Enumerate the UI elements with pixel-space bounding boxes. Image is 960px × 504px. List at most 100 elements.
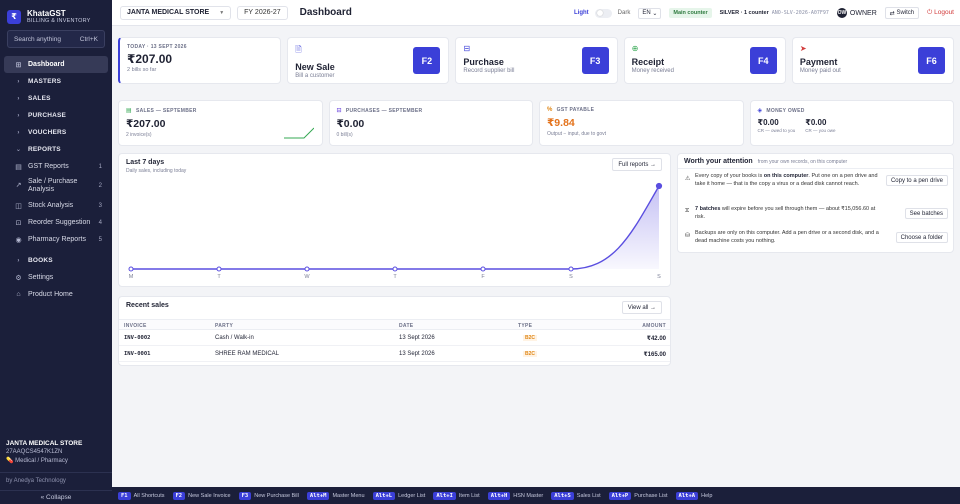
- shortcut-key[interactable]: F1: [118, 491, 131, 500]
- sidebar-item-reports[interactable]: ⌄ REPORTS: [4, 141, 108, 158]
- shortcut-key[interactable]: Alt+M: [306, 491, 330, 500]
- company-name: JANTA MEDICAL STORE: [6, 440, 83, 447]
- shortcut-label[interactable]: HSN Master: [513, 492, 544, 499]
- chevron-right-icon: ›: [17, 78, 20, 85]
- quick-actions: TODAY · 13 SEPT 2026 ₹207.00 2 bills so …: [118, 37, 955, 84]
- gst-stat-card[interactable]: % GST PAYABLE ₹9.84 Output − input, due t…: [539, 100, 744, 146]
- purchases-stat-card[interactable]: ⊟ PURCHASES — SEPTEMBER ₹0.00 0 bill(s): [328, 100, 533, 146]
- sidebar-item-product-home[interactable]: ⌂ Product Home: [4, 286, 108, 303]
- table-row[interactable]: INV-0002 Cash / Walk-in 13 Sept 2026 B2C…: [119, 330, 670, 346]
- chart-point[interactable]: [568, 266, 574, 272]
- sidebar-item-purchase[interactable]: › PURCHASE: [4, 107, 108, 124]
- sidebar-item-reorder-suggestion[interactable]: ⊡ Reorder Suggestion 4: [4, 214, 108, 231]
- shortcut-label[interactable]: New Sale Invoice: [188, 492, 231, 499]
- shortcut-key[interactable]: F3: [238, 491, 252, 500]
- switch-button[interactable]: ⇄ Switch: [884, 7, 920, 19]
- full-reports-button[interactable]: Full reports →: [612, 158, 662, 171]
- receipt-icon: ▤: [126, 108, 132, 114]
- shortcut-label[interactable]: Item List: [458, 492, 480, 499]
- fy-selector[interactable]: FY 2026-27: [237, 5, 288, 20]
- home-icon: ⌂: [16, 291, 21, 298]
- receipt-card[interactable]: ⊕ Receipt Money received F4: [623, 37, 786, 84]
- company-selector[interactable]: JANTA MEDICAL STORE ▼: [120, 5, 232, 20]
- chart-point[interactable]: [128, 266, 134, 272]
- user-menu[interactable]: OW OWNER: [836, 8, 877, 18]
- shortcut-key[interactable]: Alt+A: [675, 491, 699, 500]
- invoice-number[interactable]: INV-0002: [124, 335, 151, 341]
- shortcut-label[interactable]: Sales List: [576, 492, 601, 499]
- chevron-down-icon: ⌄: [652, 10, 658, 17]
- stat-label: MONEY OWED: [766, 107, 805, 114]
- recent-sales-title: Recent sales: [126, 302, 169, 309]
- sidebar-item-books[interactable]: › BOOKS: [4, 252, 108, 269]
- attention-text: will expire before you sell through them…: [695, 206, 876, 220]
- see-batches-button[interactable]: See batches: [904, 208, 948, 219]
- theme-toggle[interactable]: [594, 8, 612, 18]
- sidebar-item-masters[interactable]: › MASTERS: [4, 73, 108, 90]
- shortcut-label[interactable]: Ledger List: [398, 492, 426, 499]
- sidebar-item-gst-reports[interactable]: ▤ GST Reports 1: [4, 158, 108, 175]
- sales-stat-card[interactable]: ▤ SALES — SEPTEMBER ₹207.00 2 invoice(s): [118, 100, 323, 146]
- table-row[interactable]: INV-0001 SHREE RAM MEDICAL 13 Sept 2026 …: [119, 346, 670, 362]
- logout-button[interactable]: ⏻ Logout: [927, 9, 954, 17]
- sidebar-item-sale-purchase-analysis[interactable]: ↗ Sale / Purchase Analysis 2: [4, 175, 108, 197]
- search-input[interactable]: Search anything Ctrl+K: [7, 30, 105, 48]
- purchase-card[interactable]: ⊟ Purchase Record supplier bill F3: [455, 37, 618, 84]
- chart-point[interactable]: [304, 266, 310, 272]
- view-all-button[interactable]: View all →: [621, 301, 662, 314]
- power-icon: ⏻: [927, 9, 933, 16]
- shortcut-key: F6: [918, 47, 946, 74]
- shortcut-key[interactable]: Alt+I: [433, 491, 456, 500]
- party-name: SHREE RAM MEDICAL: [215, 351, 280, 357]
- theme-dark-label[interactable]: Dark: [617, 10, 631, 16]
- invoice-amount: ₹42.00: [646, 336, 666, 342]
- today-label: TODAY · 13 SEPT 2026: [127, 44, 187, 50]
- sales-sparkline: [283, 127, 314, 139]
- sidebar-item-dashboard[interactable]: ⊞ Dashboard: [4, 56, 108, 73]
- shortcut-label[interactable]: Purchase List: [634, 492, 668, 499]
- company-selector-label: JANTA MEDICAL STORE: [127, 9, 210, 16]
- chart-point[interactable]: [216, 266, 222, 272]
- inbox-icon: ⊟: [336, 108, 342, 114]
- shortcut-key[interactable]: Alt+P: [608, 491, 632, 500]
- sidebar-item-pharmacy-reports[interactable]: ◉ Pharmacy Reports 5: [4, 231, 108, 248]
- attention-item: ⛁ Backups are only on this computer. Add…: [685, 230, 953, 245]
- choose-folder-button[interactable]: Choose a folder: [895, 232, 948, 243]
- today-value: ₹207.00: [127, 52, 173, 66]
- shortcut-label[interactable]: Master Menu: [332, 492, 365, 499]
- chart-point[interactable]: [392, 266, 398, 272]
- invoice-number[interactable]: INV-0001: [124, 351, 151, 357]
- sidebar-item-settings[interactable]: ⚙ Settings: [4, 269, 108, 286]
- shortcut-key[interactable]: F2: [172, 491, 186, 500]
- shortcut-key[interactable]: Alt+L: [372, 491, 396, 500]
- shortcut-label[interactable]: New Purchase Bill: [254, 492, 299, 499]
- chart-point[interactable]: [480, 266, 486, 272]
- owed-to-you-label: CR — owed to you: [757, 128, 796, 133]
- business-type: 💊 Medical / Pharmacy: [0, 457, 112, 464]
- invoice-amount: ₹165.00: [643, 352, 666, 358]
- brand[interactable]: ₹ KhataGST BILLING & INVENTORY: [0, 0, 112, 26]
- money-owed-card[interactable]: ◈ MONEY OWED ₹0.00 CR — owed to you ₹0.00…: [749, 100, 954, 146]
- counter-badge: Main counter: [669, 8, 712, 18]
- sidebar-item-stock-analysis[interactable]: ◫ Stock Analysis 3: [4, 197, 108, 214]
- collapse-button[interactable]: « Collapse: [0, 490, 112, 504]
- sidebar-item-sales[interactable]: › SALES: [4, 90, 108, 107]
- sidebar-item-label: REPORTS: [28, 146, 61, 153]
- chart-point[interactable]: [655, 182, 663, 190]
- payment-card[interactable]: ➤ Payment Money paid out F6: [791, 37, 955, 84]
- shortcut-label[interactable]: All Shortcuts: [133, 492, 165, 499]
- theme-light-label[interactable]: Light: [573, 10, 589, 16]
- new-sale-card[interactable]: 🗎 New Sale Bill a customer F2: [287, 37, 450, 84]
- stat-value: ₹9.84: [547, 117, 575, 129]
- swap-icon: ⇄: [889, 10, 895, 17]
- language-select[interactable]: EN ⌄: [638, 7, 662, 19]
- invoice-date: 13 Sept 2026: [399, 351, 435, 357]
- shortcut-key: F3: [581, 47, 609, 74]
- shortcut-label[interactable]: Help: [701, 492, 713, 499]
- shortcut-count: 2: [98, 183, 102, 189]
- shortcut-key[interactable]: Alt+S: [551, 491, 574, 500]
- chart-title: Last 7 days: [126, 159, 165, 166]
- copy-to-pen-drive-button[interactable]: Copy to a pen drive: [885, 175, 948, 186]
- sidebar-item-vouchers[interactable]: › VOUCHERS: [4, 124, 108, 141]
- shortcut-key[interactable]: Alt+H: [487, 491, 511, 500]
